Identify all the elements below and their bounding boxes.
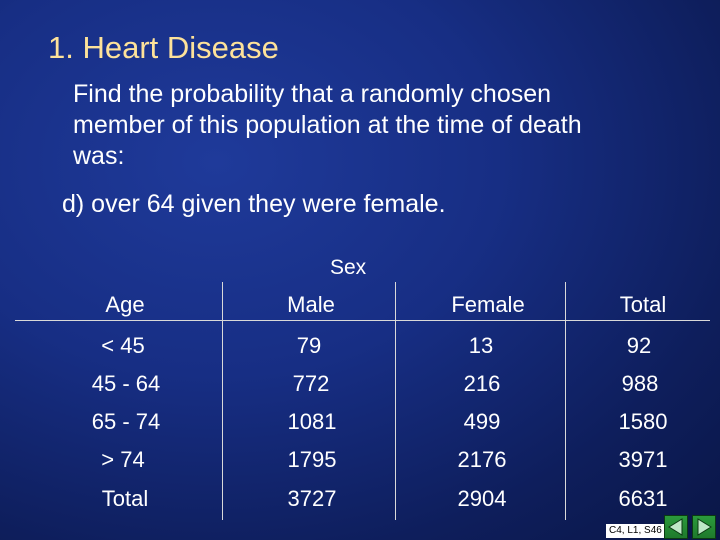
table-cell-age: 65 - 74 [91,409,161,434]
arrow-right-icon [697,518,712,536]
question-line: was: [73,142,125,170]
table-cell-total: 6631 [618,486,668,511]
table-cell-total: 92 [626,333,652,358]
table-cell-age: > 74 [101,447,145,472]
table-cell-female: 13 [468,333,494,358]
table-group-header: Sex [330,256,367,279]
table-header-divider [15,320,710,321]
question-line: Find the probability that a randomly cho… [73,80,552,108]
table-cell-male: 1081 [287,409,337,434]
question-text: Find the probability that a randomly cho… [73,79,693,172]
table-cell-total: 3971 [618,447,668,472]
arrow-left-icon [668,518,683,536]
table-cell-age: 45 - 64 [91,371,161,396]
table-header-total: Total [619,292,667,317]
table-cell-total: 988 [621,371,659,396]
table-header-male: Male [287,292,335,317]
table-header-female: Female [451,292,525,317]
question-line: member of this population at the time of… [73,111,582,139]
table-cell-male: 79 [296,333,322,358]
table-header-age: Age [105,292,145,317]
table-column-divider [565,282,566,520]
table-column-divider [395,282,396,520]
slide-reference: C4, L1, S46 [606,524,665,538]
table-cell-male: 3727 [287,486,337,511]
table-cell-age: < 45 [101,333,145,358]
table-column-divider [222,282,223,520]
table-cell-male: 772 [292,371,330,396]
table-cell-female: 2904 [457,486,507,511]
table-cell-female: 499 [463,409,501,434]
table-cell-female: 2176 [457,447,507,472]
table-cell-male: 1795 [287,447,337,472]
table-cell-age: Total [101,486,149,511]
slide-title: 1. Heart Disease [48,30,279,65]
table-cell-female: 216 [463,371,501,396]
table-cell-total: 1580 [618,409,668,434]
prev-slide-button[interactable] [664,515,688,539]
question-part-d: d) over 64 given they were female. [62,190,446,218]
next-slide-button[interactable] [692,515,716,539]
